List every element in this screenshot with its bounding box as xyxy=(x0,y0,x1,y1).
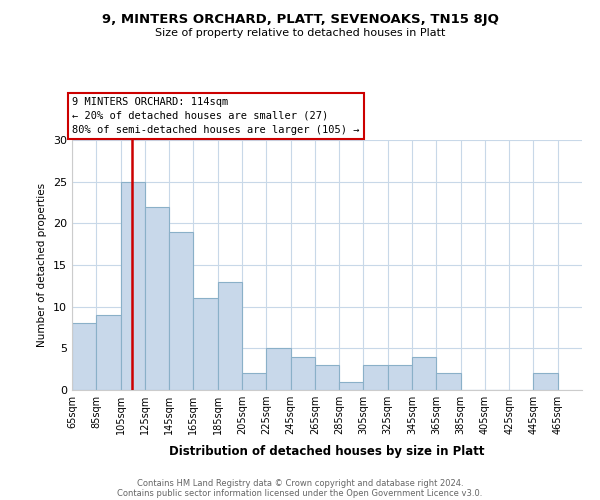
Bar xyxy=(96,315,121,390)
Bar xyxy=(290,356,315,390)
Bar xyxy=(169,232,193,390)
Bar xyxy=(266,348,290,390)
Bar xyxy=(364,365,388,390)
Bar xyxy=(242,374,266,390)
Bar xyxy=(193,298,218,390)
Text: 9 MINTERS ORCHARD: 114sqm
← 20% of detached houses are smaller (27)
80% of semi-: 9 MINTERS ORCHARD: 114sqm ← 20% of detac… xyxy=(72,97,359,135)
Bar xyxy=(436,374,461,390)
Y-axis label: Number of detached properties: Number of detached properties xyxy=(37,183,47,347)
Bar xyxy=(72,324,96,390)
Text: Contains HM Land Registry data © Crown copyright and database right 2024.: Contains HM Land Registry data © Crown c… xyxy=(137,478,463,488)
Text: Size of property relative to detached houses in Platt: Size of property relative to detached ho… xyxy=(155,28,445,38)
Bar xyxy=(218,282,242,390)
Bar xyxy=(339,382,364,390)
Bar xyxy=(412,356,436,390)
Text: Contains public sector information licensed under the Open Government Licence v3: Contains public sector information licen… xyxy=(118,488,482,498)
Bar xyxy=(315,365,339,390)
Bar xyxy=(145,206,169,390)
Bar xyxy=(121,182,145,390)
Bar xyxy=(533,374,558,390)
X-axis label: Distribution of detached houses by size in Platt: Distribution of detached houses by size … xyxy=(169,446,485,458)
Text: 9, MINTERS ORCHARD, PLATT, SEVENOAKS, TN15 8JQ: 9, MINTERS ORCHARD, PLATT, SEVENOAKS, TN… xyxy=(101,12,499,26)
Bar xyxy=(388,365,412,390)
